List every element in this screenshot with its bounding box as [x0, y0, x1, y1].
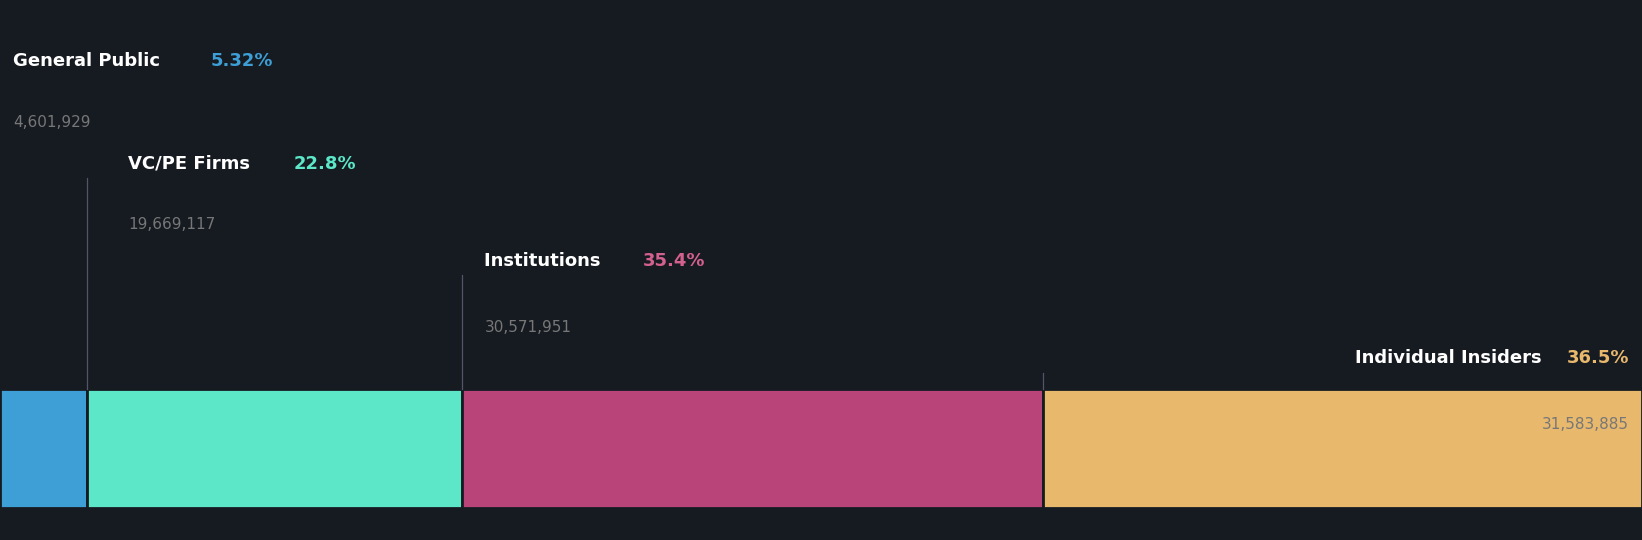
Text: 35.4%: 35.4% [642, 252, 706, 270]
Text: 5.32%: 5.32% [210, 52, 273, 70]
Text: VC/PE Firms: VC/PE Firms [128, 155, 256, 173]
Text: 31,583,885: 31,583,885 [1542, 417, 1629, 432]
Text: 19,669,117: 19,669,117 [128, 217, 215, 232]
Bar [461, 389, 1043, 508]
Bar [87, 389, 461, 508]
Text: 30,571,951: 30,571,951 [484, 320, 571, 335]
Bar [1043, 389, 1642, 508]
Text: 4,601,929: 4,601,929 [13, 114, 90, 130]
Text: Institutions: Institutions [484, 252, 608, 270]
Text: General Public: General Public [13, 52, 166, 70]
Text: 36.5%: 36.5% [1566, 349, 1629, 367]
Bar [0, 389, 87, 508]
Text: Individual Insiders: Individual Insiders [1355, 349, 1548, 367]
Text: 22.8%: 22.8% [294, 155, 356, 173]
